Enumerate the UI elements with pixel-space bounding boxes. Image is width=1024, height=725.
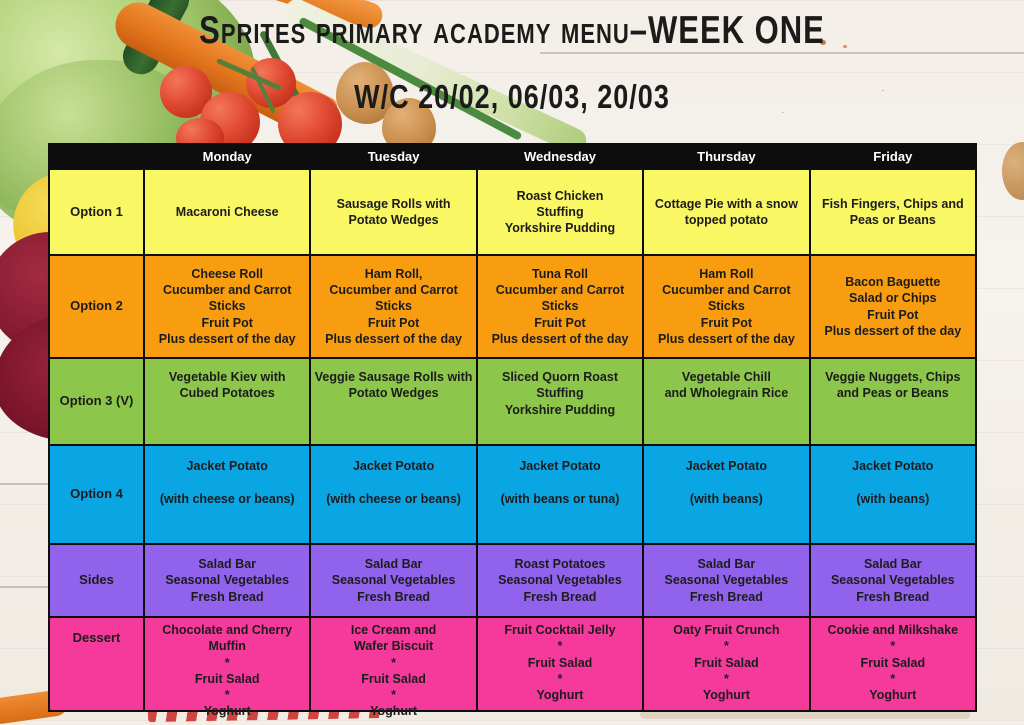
row-label: Option 2 [50,256,143,357]
wood-plank-seam [0,483,48,485]
menu-cell-option4-wednesday: Jacket Potato (with beans or tuna) [477,446,643,543]
menu-cell-sides-friday: Salad Bar Seasonal Vegetables Fresh Brea… [810,545,975,616]
wood-plank-seam [0,586,48,588]
menu-cell-option4-thursday: Jacket Potato (with beans) [644,446,809,543]
menu-cell-option2-tuesday: Ham Roll, Cucumber and Carrot Sticks Fru… [311,256,476,357]
menu-cell-dessert-monday: Chocolate and Cherry Muffin * Fruit Sala… [145,618,310,718]
menu-table: Monday Tuesday Wednesday Thursday Friday… [48,143,977,718]
menu-cell-option1-tuesday: Sausage Rolls with Potato Wedges [311,170,476,254]
day-header-friday: Friday [810,145,975,168]
wood-plank-seam [540,52,1024,54]
day-header-tuesday: Tuesday [311,145,476,168]
menu-cell-option3-wednesday: Sliced Quorn Roast Stuffing Yorkshire Pu… [477,359,643,444]
row-label: Option 1 [50,170,143,254]
menu-cell-option3-thursday: Vegetable Chill and Wholegrain Rice [644,359,809,444]
wood-stain-decor [640,710,970,719]
menu-cell-option4-monday: Jacket Potato (with cheese or beans) [145,446,310,543]
menu-cell-option4-friday: Jacket Potato (with beans) [810,446,975,543]
menu-cell-option2-thursday: Ham Roll Cucumber and Carrot Sticks Frui… [644,256,809,357]
menu-cell-option3-monday: Vegetable Kiev with Cubed Potatoes [145,359,310,444]
menu-week-dates: W/C 20/02, 06/03, 20/03 [354,78,670,116]
row-label: Option 4 [50,446,143,543]
header-corner-cell [50,145,143,168]
menu-cell-sides-tuesday: Salad Bar Seasonal Vegetables Fresh Brea… [311,545,476,616]
menu-cell-option3-tuesday: Veggie Sausage Rolls with Potato Wedges [311,359,476,444]
menu-cell-option1-thursday: Cottage Pie with a snow topped potato [644,170,809,254]
day-header-thursday: Thursday [644,145,809,168]
menu-cell-option1-monday: Macaroni Cheese [145,170,310,254]
menu-cell-sides-thursday: Salad Bar Seasonal Vegetables Fresh Brea… [644,545,809,616]
menu-cell-option2-monday: Cheese Roll Cucumber and Carrot Sticks F… [145,256,310,357]
row-label: Sides [50,545,143,616]
menu-cell-dessert-friday: Cookie and Milkshake * Fruit Salad * Yog… [810,618,975,710]
menu-cell-option1-wednesday: Roast Chicken Stuffing Yorkshire Pudding [477,170,643,254]
menu-cell-option2-wednesday: Tuna Roll Cucumber and Carrot Sticks Fru… [477,256,643,357]
day-header-monday: Monday [145,145,310,168]
menu-cell-option2-friday: Bacon Baguette Salad or Chips Fruit Pot … [810,256,975,357]
menu-cell-option4-tuesday: Jacket Potato (with cheese or beans) [311,446,476,543]
day-header-wednesday: Wednesday [477,145,643,168]
row-label: Option 3 (V) [50,359,143,444]
onion-decor [1002,142,1024,200]
menu-cell-sides-monday: Salad Bar Seasonal Vegetables Fresh Brea… [145,545,310,616]
menu-cell-dessert-tuesday: Ice Cream and Wafer Biscuit * Fruit Sala… [311,618,476,718]
menu-title: Sprites primary academy menu–WEEK ONE [199,8,825,52]
menu-cell-sides-wednesday: Roast Potatoes Seasonal Vegetables Fresh… [477,545,643,616]
menu-cell-dessert-thursday: Oaty Fruit Crunch * Fruit Salad * Yoghur… [644,618,809,710]
menu-cell-dessert-wednesday: Fruit Cocktail Jelly * Fruit Salad * Yog… [477,618,643,710]
row-label: Dessert [50,618,143,710]
menu-cell-option1-friday: Fish Fingers, Chips and Peas or Beans [810,170,975,254]
menu-cell-option3-friday: Veggie Nuggets, Chips and Peas or Beans [810,359,975,444]
crumbs-decor [820,40,826,45]
